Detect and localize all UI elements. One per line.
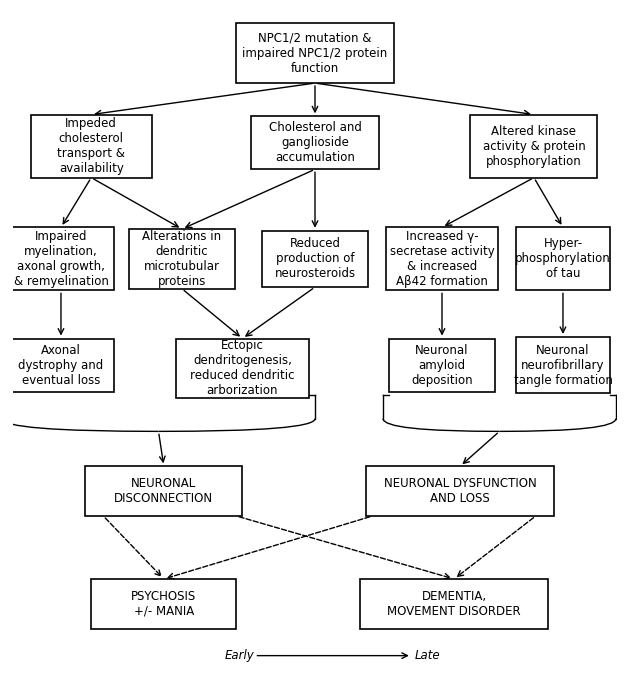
Text: Reduced
production of
neurosteroids: Reduced production of neurosteroids (275, 238, 355, 280)
Text: Alterations in
dendritic
microtubular
proteins: Alterations in dendritic microtubular pr… (142, 230, 222, 288)
FancyBboxPatch shape (8, 227, 114, 290)
FancyBboxPatch shape (262, 231, 368, 287)
FancyBboxPatch shape (389, 338, 495, 391)
Text: Cholesterol and
ganglioside
accumulation: Cholesterol and ganglioside accumulation (268, 121, 362, 165)
Text: Axonal
dystrophy and
eventual loss: Axonal dystrophy and eventual loss (18, 343, 103, 387)
FancyBboxPatch shape (129, 229, 235, 288)
Text: Impaired
myelination,
axonal growth,
& remyelination: Impaired myelination, axonal growth, & r… (14, 230, 108, 288)
Text: PSYCHOSIS
+/- MANIA: PSYCHOSIS +/- MANIA (131, 590, 197, 618)
FancyBboxPatch shape (236, 23, 394, 83)
Text: Hyper-
phosphorylation
of tau: Hyper- phosphorylation of tau (515, 238, 611, 280)
FancyBboxPatch shape (8, 338, 114, 391)
Text: Early: Early (224, 649, 254, 662)
Text: NEURONAL
DISCONNECTION: NEURONAL DISCONNECTION (114, 477, 214, 505)
Text: Impeded
cholesterol
transport &
availability: Impeded cholesterol transport & availabi… (57, 117, 125, 175)
FancyBboxPatch shape (367, 466, 554, 516)
FancyBboxPatch shape (251, 116, 379, 169)
Text: Altered kinase
activity & protein
phosphorylation: Altered kinase activity & protein phosph… (483, 125, 585, 168)
FancyBboxPatch shape (360, 579, 548, 629)
Text: NEURONAL DYSFUNCTION
AND LOSS: NEURONAL DYSFUNCTION AND LOSS (384, 477, 537, 505)
FancyBboxPatch shape (176, 338, 309, 398)
Text: DEMENTIA,
MOVEMENT DISORDER: DEMENTIA, MOVEMENT DISORDER (387, 590, 521, 618)
Text: Increased γ-
secretase activity
& increased
Aβ42 formation: Increased γ- secretase activity & increa… (389, 230, 495, 288)
FancyBboxPatch shape (386, 227, 498, 290)
Text: Neuronal
amyloid
deposition: Neuronal amyloid deposition (411, 343, 473, 387)
FancyBboxPatch shape (85, 466, 243, 516)
FancyBboxPatch shape (516, 337, 610, 393)
Text: Ectopic
dendritogenesis,
reduced dendritic
arborization: Ectopic dendritogenesis, reduced dendrit… (190, 339, 295, 397)
FancyBboxPatch shape (471, 114, 597, 177)
FancyBboxPatch shape (91, 579, 236, 629)
Text: NPC1/2 mutation &
impaired NPC1/2 protein
function: NPC1/2 mutation & impaired NPC1/2 protei… (243, 32, 387, 74)
Text: Late: Late (415, 649, 440, 662)
FancyBboxPatch shape (31, 114, 152, 177)
FancyBboxPatch shape (516, 227, 610, 290)
Text: Neuronal
neurofibrillary
tangle formation: Neuronal neurofibrillary tangle formatio… (513, 343, 612, 387)
